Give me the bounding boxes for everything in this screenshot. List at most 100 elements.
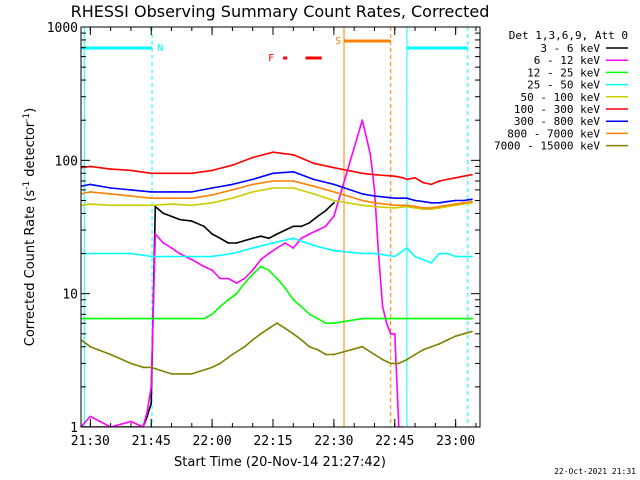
legend-entry-label: 50 - 100 keV (521, 91, 601, 104)
data-point (365, 136, 368, 138)
data-point (89, 191, 92, 193)
data-point (130, 195, 132, 197)
data-point (454, 199, 457, 202)
data-point (292, 170, 295, 173)
data-point (284, 242, 287, 244)
data-point (430, 317, 433, 320)
data-point (150, 172, 153, 175)
data-point (130, 420, 132, 423)
data-point (397, 362, 400, 365)
data-point (89, 165, 92, 168)
data-point (109, 353, 112, 356)
data-point (471, 255, 473, 258)
data-point (251, 183, 254, 186)
data-point (272, 151, 274, 154)
data-point (109, 187, 112, 189)
series-line (81, 237, 472, 264)
data-point (361, 204, 364, 207)
legend-header: Det 1,3,6,9, Att 0 (509, 29, 628, 42)
data-point (89, 203, 92, 206)
data-point (414, 176, 416, 179)
data-point (251, 339, 254, 341)
data-point (365, 317, 368, 320)
data-point (203, 317, 205, 320)
data-point (406, 204, 408, 207)
data-point (300, 237, 303, 240)
data-point (414, 199, 416, 202)
data-point (414, 317, 416, 320)
data-point (446, 339, 449, 341)
data-point (259, 265, 262, 268)
data-point (471, 330, 473, 333)
plot-frame (80, 26, 481, 428)
data-point (373, 201, 376, 204)
data-point (170, 215, 173, 218)
data-point (462, 255, 465, 258)
y-tick-label: 1 (70, 421, 78, 436)
data-point (324, 209, 327, 212)
data-point (284, 287, 287, 289)
data-point (361, 252, 364, 255)
data-point (170, 255, 173, 258)
data-point (438, 343, 441, 345)
flare-label: F (268, 53, 274, 64)
data-point (227, 298, 230, 301)
x-tick-label: 21:45 (132, 434, 171, 449)
series-line (81, 202, 335, 427)
data-point (235, 282, 238, 284)
data-point (324, 353, 327, 356)
data-point (235, 242, 238, 244)
data-point (276, 277, 278, 280)
data-point (190, 197, 193, 200)
data-point (361, 193, 364, 195)
data-point (333, 183, 335, 186)
data-point (406, 358, 408, 361)
data-point (393, 332, 396, 335)
data-point (422, 348, 425, 351)
data-point (422, 208, 425, 211)
data-point (219, 237, 222, 240)
data-point (150, 255, 153, 258)
data-point (146, 317, 149, 320)
data-point (393, 207, 396, 209)
data-point (276, 233, 278, 235)
data-point (333, 166, 335, 169)
data-point (190, 373, 193, 375)
data-point (446, 252, 449, 255)
data-point (308, 233, 311, 235)
data-point (422, 258, 425, 261)
data-point (227, 242, 230, 244)
data-point (312, 162, 315, 165)
data-point (397, 317, 400, 320)
data-point (333, 199, 335, 202)
data-point (219, 305, 222, 308)
data-point (109, 252, 112, 255)
data-point (150, 366, 153, 369)
data-point (190, 204, 193, 207)
data-point (462, 332, 465, 335)
x-tick-label: 21:30 (71, 434, 110, 449)
y-tick-label: 10 (62, 288, 78, 303)
data-point (430, 201, 433, 204)
data-point (438, 252, 441, 255)
saa-label: S (335, 36, 341, 47)
data-point (381, 317, 384, 320)
data-point (430, 207, 433, 209)
data-point (243, 239, 246, 242)
data-point (430, 208, 433, 211)
data-point (219, 277, 222, 280)
data-point (471, 173, 473, 176)
data-point (259, 258, 262, 261)
data-point (462, 175, 465, 178)
data-point (89, 345, 92, 348)
data-point (422, 317, 425, 320)
data-point (292, 298, 295, 301)
data-point (276, 322, 278, 325)
data-point (422, 181, 425, 184)
legend-entry-label: 800 - 7000 keV (507, 127, 600, 140)
data-point (300, 305, 303, 308)
data-point (454, 255, 457, 258)
data-point (328, 322, 331, 325)
data-point (162, 242, 165, 244)
